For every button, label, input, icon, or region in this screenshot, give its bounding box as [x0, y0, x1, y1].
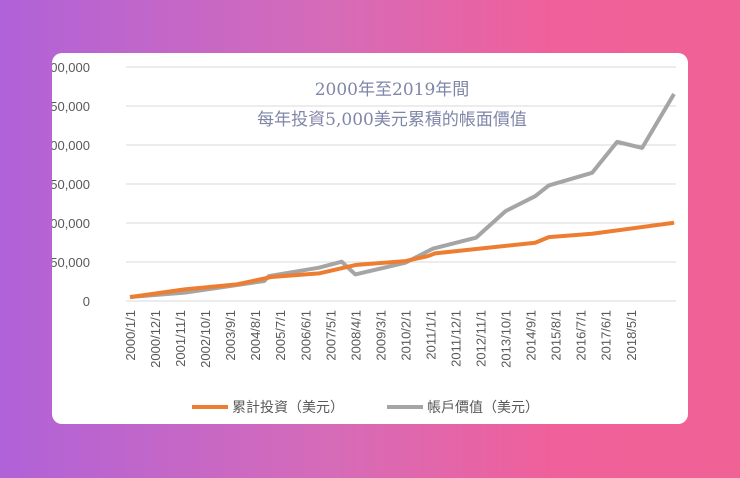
x-tick-label: 2010/2/1: [398, 310, 413, 361]
x-tick-label: 2005/7/1: [273, 310, 288, 361]
x-tick-label: 2016/7/1: [574, 310, 589, 361]
x-tick-label: 2015/8/1: [549, 310, 564, 361]
x-tick-label: 2018/5/1: [624, 310, 639, 361]
x-tick-label: 2011/12/1: [448, 310, 463, 367]
legend-label-account: 帳戶價值（美元）: [427, 399, 539, 416]
y-tick-label: 0: [83, 294, 90, 309]
chart-title-line-1: 2000年至2019年間: [315, 80, 470, 100]
x-tick-label: 2017/6/1: [599, 310, 614, 361]
chart-title-line-2: 每年投資5,000美元累積的帳面價值: [257, 110, 527, 130]
x-tick-label: 2009/3/1: [373, 310, 388, 361]
x-tick-label: 2011/1/1: [423, 310, 438, 360]
y-tick-label: 200,000: [52, 138, 90, 153]
legend-label-investment: 累計投資（美元）: [232, 400, 344, 416]
x-tick-label: 2000/12/1: [148, 310, 163, 368]
x-tick-label: 2012/11/1: [474, 310, 489, 367]
y-tick-label: 300,000: [52, 60, 90, 75]
chart-card: 0 50,000 100,000 150,000 200,000 250,000 300,0…: [52, 53, 688, 424]
line-chart: 0 50,000 100,000 150,000 200,000 250,000 300,0…: [52, 60, 676, 416]
x-tick-label: 2007/5/1: [323, 310, 338, 361]
series-line-cumulative-investment: [129, 220, 675, 300]
x-tick-label: 2002/10/1: [198, 310, 213, 368]
x-tick-label: 2003/9/1: [223, 310, 238, 361]
y-tick-label: 100,000: [52, 216, 90, 231]
series-line-account-value: [129, 92, 676, 300]
x-tick-label: 2013/10/1: [499, 310, 514, 368]
y-tick-label: 150,000: [52, 177, 90, 192]
y-tick-label: 250,000: [52, 99, 90, 114]
x-tick-label: 2008/4/1: [348, 310, 363, 361]
x-tick-label: 2006/6/1: [298, 310, 313, 361]
y-tick-label: 50,000: [52, 255, 90, 270]
x-tick-label: 2000/1/1: [123, 310, 138, 361]
x-tick-label: 2014/9/1: [524, 310, 539, 361]
x-tick-label: 2004/8/1: [248, 310, 263, 361]
x-tick-label: 2001/11/1: [173, 310, 188, 367]
